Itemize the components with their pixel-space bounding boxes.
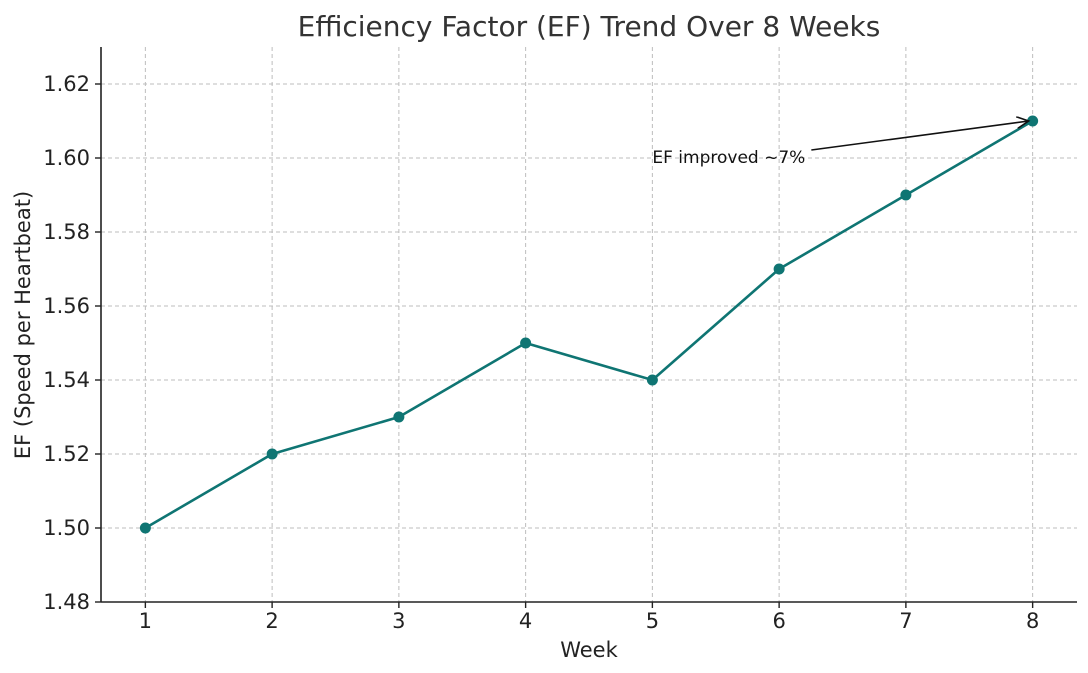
x-tick-label-5: 5 — [646, 609, 659, 633]
chart-title: Efficiency Factor (EF) Trend Over 8 Week… — [298, 10, 881, 43]
y-tick-label-5: 1.56 — [43, 294, 90, 318]
y-tick-label-4: 1.54 — [43, 368, 90, 392]
x-tick-label-2: 2 — [265, 609, 278, 633]
x-tick-label-7: 7 — [899, 609, 912, 633]
series — [139, 115, 1039, 534]
y-tick-label-2: 1.50 — [43, 516, 90, 540]
data-point-week-4 — [520, 337, 532, 349]
y-tick-label-8: 1.62 — [43, 72, 90, 96]
data-point-week-3 — [393, 411, 405, 423]
grid — [101, 47, 1077, 603]
axes: 1 2 3 4 5 6 7 8 1.48 1.50 1.52 1.54 1.56 1.58 1.60 1.62 — [43, 47, 1077, 633]
data-point-week-1 — [139, 522, 151, 534]
y-axis-label: EF (Speed per Heartbeat) — [11, 191, 35, 459]
annotation-arrow-1 — [811, 121, 1028, 151]
annotations: EF improved ~7% — [652, 121, 1028, 168]
data-point-week-6 — [773, 263, 785, 275]
x-tick-label-1: 1 — [139, 609, 152, 633]
y-tick-label-7: 1.60 — [43, 146, 90, 170]
y-tick-label-3: 1.52 — [43, 442, 90, 466]
data-point-week-5 — [646, 374, 658, 386]
x-tick-label-8: 8 — [1026, 609, 1039, 633]
x-tick-label-6: 6 — [772, 609, 785, 633]
annotation-text-1: EF improved ~7% — [652, 148, 805, 168]
y-tick-label-6: 1.58 — [43, 220, 90, 244]
x-tick-label-3: 3 — [392, 609, 405, 633]
x-axis-label: Week — [560, 638, 618, 662]
data-point-week-7 — [900, 189, 912, 201]
data-point-week-8 — [1027, 115, 1039, 127]
x-tick-label-4: 4 — [519, 609, 532, 633]
data-point-week-2 — [266, 448, 278, 460]
series-line-1 — [144, 119, 1034, 530]
y-tick-label-1: 1.48 — [43, 590, 90, 614]
